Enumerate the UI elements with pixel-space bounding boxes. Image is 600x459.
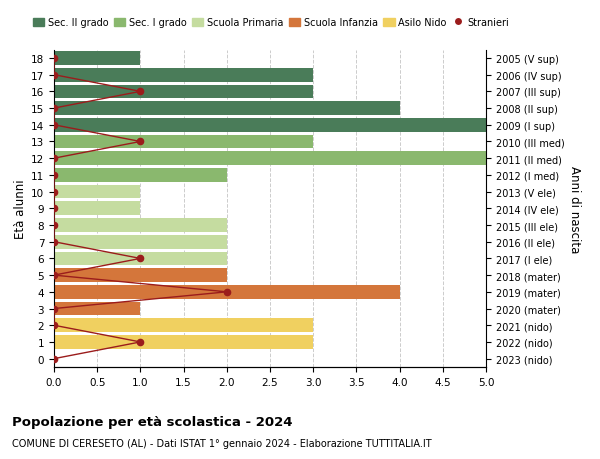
Bar: [54, 152, 486, 166]
Text: COMUNE DI CERESETO (AL) - Dati ISTAT 1° gennaio 2024 - Elaborazione TUTTITALIA.I: COMUNE DI CERESETO (AL) - Dati ISTAT 1° …: [12, 438, 431, 448]
Bar: [54, 185, 140, 199]
Y-axis label: Età alunni: Età alunni: [14, 179, 27, 239]
Bar: [54, 269, 227, 282]
Bar: [54, 319, 313, 332]
Bar: [54, 168, 227, 182]
Bar: [54, 119, 486, 132]
Bar: [54, 135, 313, 149]
Bar: [54, 202, 140, 216]
Y-axis label: Anni di nascita: Anni di nascita: [568, 165, 581, 252]
Bar: [54, 336, 313, 349]
Bar: [54, 252, 227, 266]
Bar: [54, 102, 400, 116]
Text: Popolazione per età scolastica - 2024: Popolazione per età scolastica - 2024: [12, 415, 293, 428]
Bar: [54, 218, 227, 232]
Bar: [54, 302, 140, 316]
Bar: [54, 52, 140, 66]
Legend: Sec. II grado, Sec. I grado, Scuola Primaria, Scuola Infanzia, Asilo Nido, Stran: Sec. II grado, Sec. I grado, Scuola Prim…: [29, 14, 513, 32]
Bar: [54, 69, 313, 82]
Bar: [54, 85, 313, 99]
Bar: [54, 285, 400, 299]
Bar: [54, 235, 227, 249]
